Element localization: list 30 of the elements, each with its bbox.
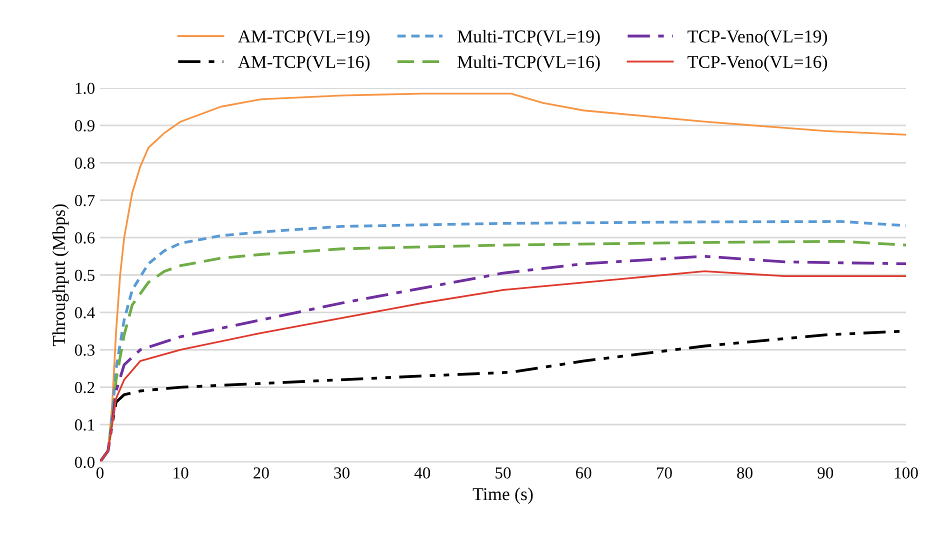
legend-label: AM-TCP(VL=19) — [238, 30, 370, 46]
y-tick-label: 0.8 — [74, 158, 95, 169]
x-tick-label: 90 — [818, 467, 834, 479]
y-axis-title: Throughput (Mbps) — [52, 204, 69, 346]
x-tick-label: 30 — [334, 467, 350, 479]
y-tick-label: 0.0 — [74, 456, 95, 468]
x-tick-label: 40 — [414, 467, 430, 479]
legend-label: Multi-TCP(VL=19) — [458, 30, 600, 46]
x-tick-label: 70 — [656, 467, 672, 479]
legend-label: AM-TCP(VL=16) — [238, 55, 370, 72]
x-tick-label: 0 — [96, 467, 104, 479]
x-tick-label: 80 — [737, 467, 752, 479]
y-tick-label: 1.0 — [76, 82, 95, 94]
y-tick-label: 0.9 — [74, 120, 94, 132]
y-tick-label: 0.1 — [74, 419, 94, 431]
legend-label: TCP-Veno(VL=16) — [688, 55, 828, 72]
x-axis-title: Time (s) — [472, 488, 533, 504]
x-tick-label: 50 — [496, 467, 511, 479]
x-tick-label: 10 — [174, 467, 188, 479]
y-tick-label: 0.3 — [74, 344, 94, 356]
y-tick-label: 0.4 — [74, 307, 95, 318]
y-tick-label: 0.2 — [74, 382, 94, 394]
x-tick-label: 20 — [254, 467, 269, 479]
x-tick-label: 100 — [894, 467, 918, 479]
y-tick-label: 0.7 — [74, 194, 95, 206]
y-tick-label: 0.5 — [74, 270, 94, 282]
y-tick-label: 0.6 — [74, 232, 95, 244]
legend-label: Multi-TCP(VL=16) — [458, 55, 600, 72]
x-tick-label: 60 — [576, 467, 592, 479]
legend-label: TCP-Veno(VL=19) — [688, 30, 828, 46]
